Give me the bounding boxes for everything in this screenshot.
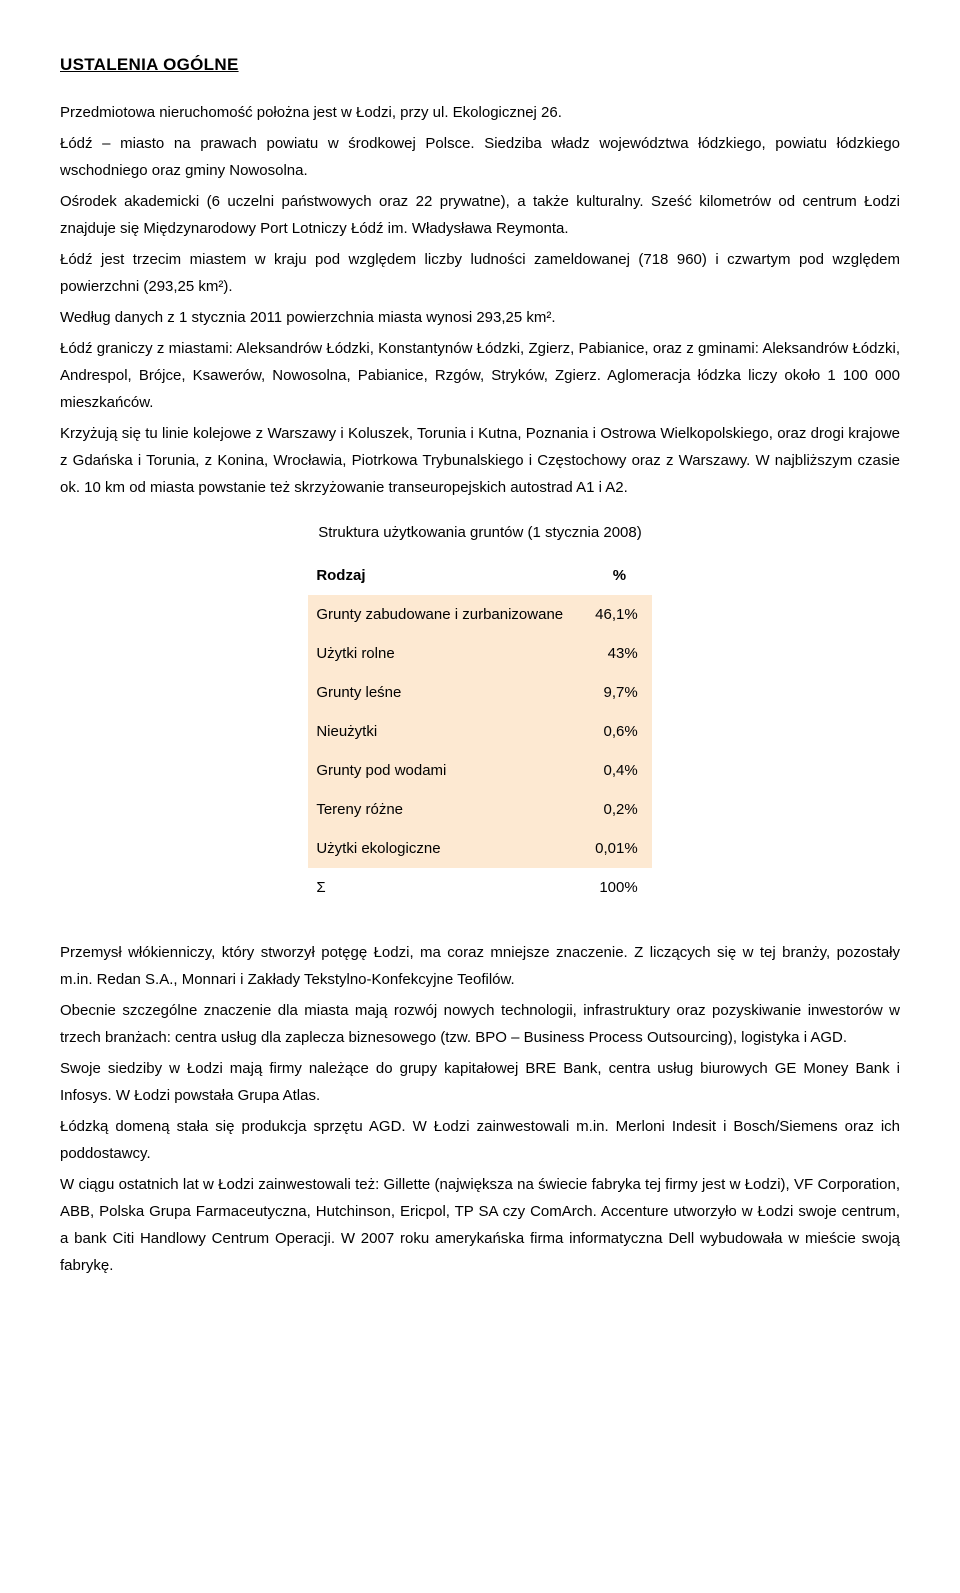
table-header: Rodzaj [308,556,587,595]
table-cell-value: 46,1% [587,595,652,634]
paragraph: W ciągu ostatnich lat w Łodzi zainwestow… [60,1171,900,1279]
paragraph: Według danych z 1 stycznia 2011 powierzc… [60,304,900,331]
table-cell-label: Nieużytki [308,712,587,751]
paragraph: Łódź graniczy z miastami: Aleksandrów Łó… [60,335,900,416]
table-row: Użytki ekologiczne 0,01% [308,829,651,868]
land-use-table: Rodzaj % Grunty zabudowane i zurbanizowa… [308,556,651,907]
table-row: Tereny różne 0,2% [308,790,651,829]
table-cell-value: 100% [587,868,652,907]
paragraph: Łódź – miasto na prawach powiatu w środk… [60,130,900,184]
table-cell-value: 0,4% [587,751,652,790]
paragraph: Krzyżują się tu linie kolejowe z Warszaw… [60,420,900,501]
table-cell-value: 0,6% [587,712,652,751]
table-cell-label: Grunty zabudowane i zurbanizowane [308,595,587,634]
paragraph: Przemysł włókienniczy, który stworzył po… [60,939,900,993]
table-title: Struktura użytkowania gruntów (1 styczni… [60,519,900,546]
paragraph: Obecnie szczególne znaczenie dla miasta … [60,997,900,1051]
table-row: Użytki rolne 43% [308,634,651,673]
paragraph: Przedmiotowa nieruchomość położna jest w… [60,99,900,126]
table-row: Σ 100% [308,868,651,907]
paragraph: Swoje siedziby w Łodzi mają firmy należą… [60,1055,900,1109]
table-cell-label: Grunty leśne [308,673,587,712]
paragraph: Ośrodek akademicki (6 uczelni państwowyc… [60,188,900,242]
table-cell-value: 43% [587,634,652,673]
table-cell-label: Grunty pod wodami [308,751,587,790]
paragraph: Łódzką domeną stała się produkcja sprzęt… [60,1113,900,1167]
table-cell-label: Użytki rolne [308,634,587,673]
section-heading: USTALENIA OGÓLNE [60,50,900,81]
table-header-row: Rodzaj % [308,556,651,595]
paragraph: Łódź jest trzecim miastem w kraju pod wz… [60,246,900,300]
table-cell-label: Użytki ekologiczne [308,829,587,868]
table-row: Nieużytki 0,6% [308,712,651,751]
table-cell-value: 0,2% [587,790,652,829]
table-cell-value: 0,01% [587,829,652,868]
table-cell-value: 9,7% [587,673,652,712]
table-row: Grunty leśne 9,7% [308,673,651,712]
table-row: Grunty pod wodami 0,4% [308,751,651,790]
table-header: % [587,556,652,595]
table-row: Grunty zabudowane i zurbanizowane 46,1% [308,595,651,634]
table-cell-label: Tereny różne [308,790,587,829]
table-cell-label: Σ [308,868,587,907]
